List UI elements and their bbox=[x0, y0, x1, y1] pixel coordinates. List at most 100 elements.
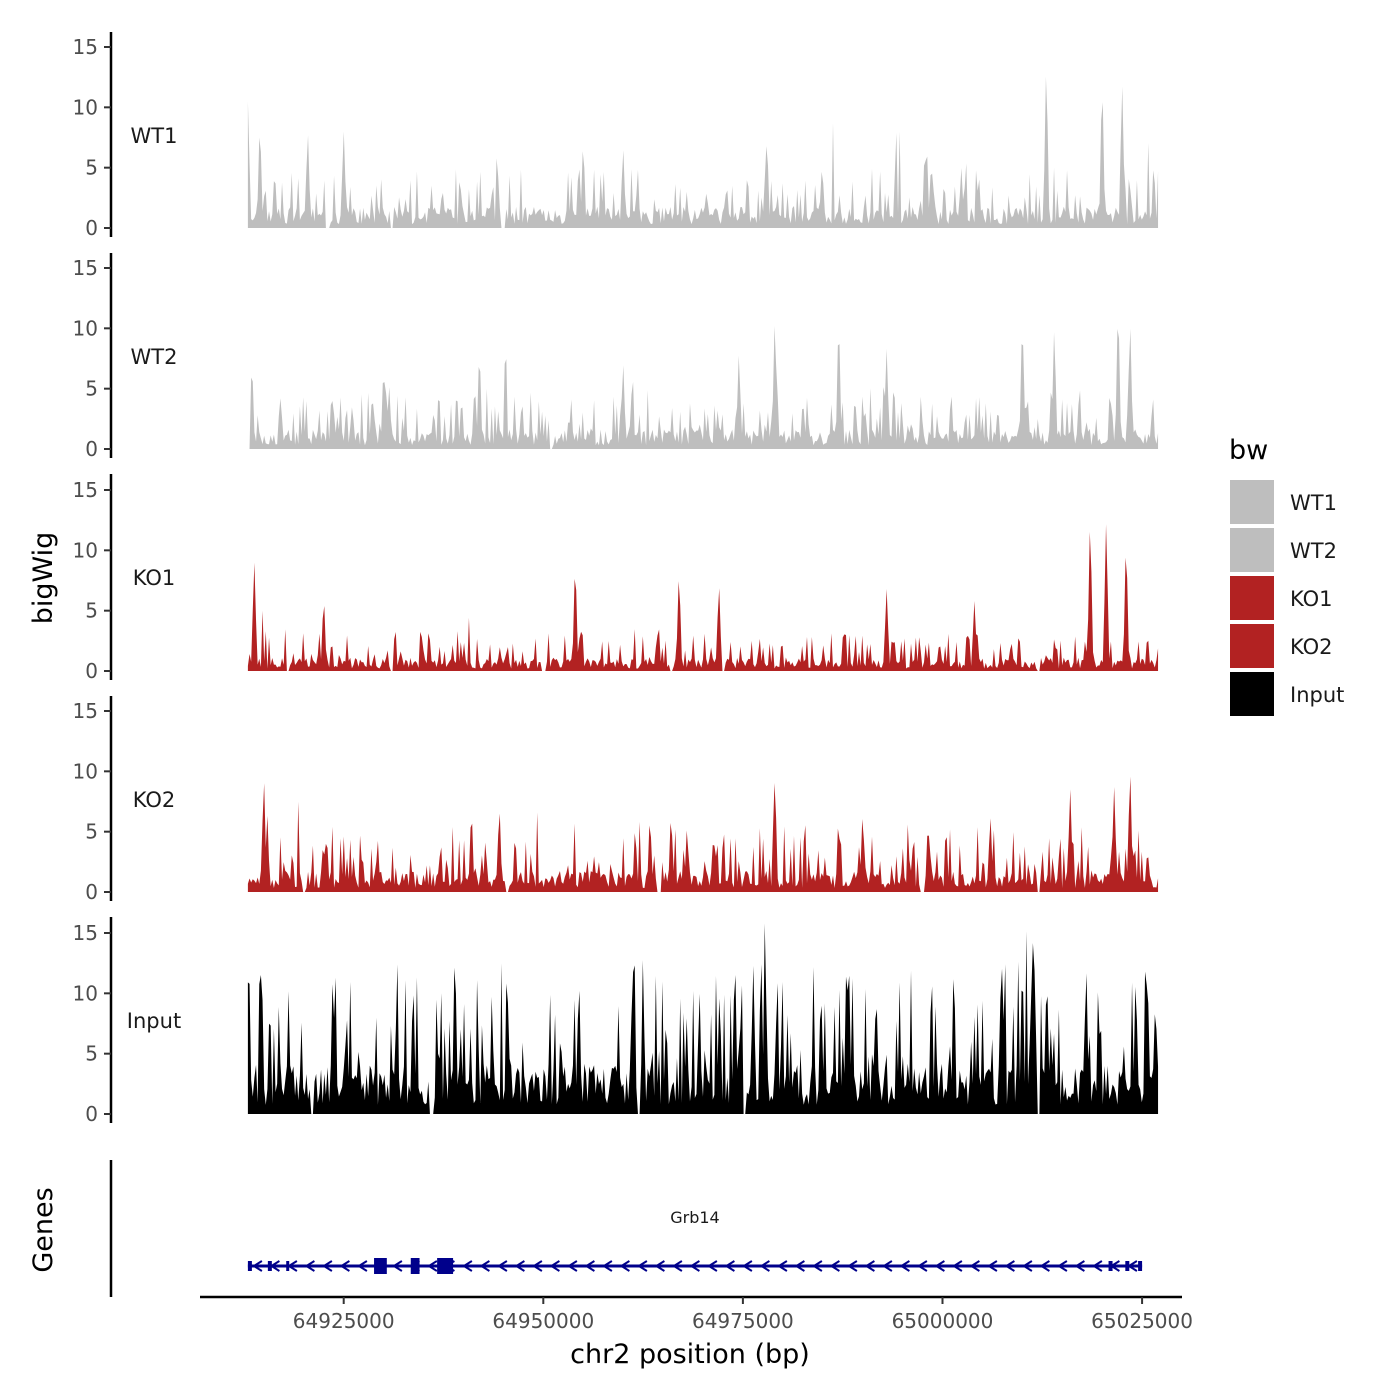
bigwig-tracks: 0 5 10 15 WT1 0 5 10 15 WT2 0 5 10 15 KO1 0 5 10 15 KO2 0 5 10… bbox=[73, 32, 1159, 1126]
signal-area-ko2 bbox=[247, 776, 1159, 892]
y-tick-label: 0 bbox=[85, 1102, 98, 1126]
strand-chevron bbox=[549, 1260, 560, 1272]
legend-label: KO2 bbox=[1290, 635, 1333, 659]
track-label: Input bbox=[127, 1009, 181, 1033]
legend-swatch bbox=[1230, 480, 1274, 524]
strand-chevron bbox=[304, 1260, 315, 1272]
y-tick-label: 0 bbox=[85, 659, 98, 683]
gene-exon bbox=[437, 1258, 454, 1274]
strand-chevron bbox=[829, 1260, 840, 1272]
y-tick-label: 0 bbox=[85, 437, 98, 461]
strand-chevron bbox=[1039, 1260, 1050, 1272]
y-tick-label: 0 bbox=[85, 216, 98, 240]
y-tick-label: 15 bbox=[73, 921, 98, 945]
track-label: WT1 bbox=[131, 124, 178, 148]
strand-chevron bbox=[1057, 1260, 1068, 1272]
x-tick-label: 65025000 bbox=[1091, 1309, 1193, 1333]
track-wt1: 0 5 10 15 WT1 bbox=[73, 32, 1159, 240]
signal-area-input bbox=[247, 923, 1159, 1114]
legend-label: WT1 bbox=[1290, 491, 1337, 515]
gene-exon bbox=[1108, 1261, 1113, 1271]
strand-chevron bbox=[934, 1260, 945, 1272]
strand-chevron bbox=[847, 1260, 858, 1272]
strand-chevron bbox=[952, 1260, 963, 1272]
gene-grb14: Grb14 bbox=[247, 1208, 1143, 1274]
strand-chevron bbox=[654, 1260, 665, 1272]
x-tick-label: 65000000 bbox=[892, 1309, 994, 1333]
strand-chevron bbox=[672, 1260, 683, 1272]
x-tick-label: 64950000 bbox=[492, 1309, 594, 1333]
track-label: KO2 bbox=[133, 788, 176, 812]
y-tick-label: 10 bbox=[73, 538, 98, 562]
legend-swatch bbox=[1230, 576, 1274, 620]
genes-panel: Genes Grb14 bbox=[28, 1160, 1143, 1297]
track-wt2: 0 5 10 15 WT2 bbox=[73, 253, 1159, 461]
legend: bw WT1 WT2 KO1 KO2 Input bbox=[1229, 435, 1344, 716]
strand-chevron bbox=[707, 1260, 718, 1272]
legend-title: bw bbox=[1229, 435, 1268, 466]
track-label: KO1 bbox=[133, 566, 176, 590]
strand-chevron bbox=[357, 1260, 368, 1272]
strand-chevron bbox=[514, 1260, 525, 1272]
strand-chevron bbox=[392, 1260, 403, 1272]
strand-chevron bbox=[532, 1260, 543, 1272]
strand-chevron bbox=[1022, 1260, 1033, 1272]
x-axis-ticks: 64925000 64950000 64975000 65000000 65025000 bbox=[293, 1297, 1193, 1333]
strand-chevron bbox=[1092, 1260, 1103, 1272]
y-tick-label: 15 bbox=[73, 35, 98, 59]
strand-chevron bbox=[777, 1260, 788, 1272]
x-tick-label: 64975000 bbox=[692, 1309, 794, 1333]
y-tick-label: 5 bbox=[85, 377, 98, 401]
y-tick-label: 15 bbox=[73, 699, 98, 723]
strand-chevron bbox=[322, 1260, 333, 1272]
gene-exon bbox=[247, 1261, 252, 1271]
legend-swatch bbox=[1230, 624, 1274, 668]
strand-chevron bbox=[462, 1260, 473, 1272]
strand-chevron bbox=[637, 1260, 648, 1272]
y-tick-label: 5 bbox=[85, 820, 98, 844]
y-axis-title: bigWig bbox=[28, 532, 59, 625]
legend-item-input: Input bbox=[1230, 672, 1344, 716]
track-ko1: 0 5 10 15 KO1 bbox=[73, 474, 1159, 683]
strand-chevron bbox=[567, 1260, 578, 1272]
strand-chevron bbox=[602, 1260, 613, 1272]
strand-chevron bbox=[812, 1260, 823, 1272]
legend-swatch bbox=[1230, 672, 1274, 716]
y-tick-label: 10 bbox=[73, 316, 98, 340]
strand-chevron bbox=[794, 1260, 805, 1272]
strand-chevron bbox=[427, 1260, 438, 1272]
track-input: 0 5 10 15 Input bbox=[73, 917, 1159, 1126]
strand-chevron bbox=[987, 1260, 998, 1272]
y-tick-label: 5 bbox=[85, 599, 98, 623]
strand-chevron bbox=[252, 1260, 263, 1272]
strand-chevron bbox=[689, 1260, 700, 1272]
y-tick-label: 15 bbox=[73, 256, 98, 280]
track-ko2: 0 5 10 15 KO2 bbox=[73, 696, 1159, 904]
signal-area-ko1 bbox=[247, 524, 1159, 671]
legend-label: KO1 bbox=[1290, 587, 1333, 611]
y-tick-label: 10 bbox=[73, 95, 98, 119]
x-tick-label: 64925000 bbox=[293, 1309, 395, 1333]
strand-chevron bbox=[619, 1260, 630, 1272]
gene-exon bbox=[267, 1261, 272, 1271]
legend-item-ko2: KO2 bbox=[1230, 624, 1333, 668]
strand-chevron bbox=[339, 1260, 350, 1272]
gene-exon bbox=[286, 1261, 290, 1271]
legend-item-ko1: KO1 bbox=[1230, 576, 1333, 620]
strand-chevron bbox=[759, 1260, 770, 1272]
x-axis: 64925000 64950000 64975000 65000000 65025000… bbox=[200, 1295, 1193, 1370]
strand-chevron bbox=[497, 1260, 508, 1272]
track-label: WT2 bbox=[131, 345, 178, 369]
gene-exon bbox=[410, 1258, 420, 1274]
gene-models: Grb14 bbox=[247, 1208, 1143, 1274]
strand-chevron bbox=[584, 1260, 595, 1272]
gene-exon bbox=[1138, 1261, 1143, 1271]
legend-swatch bbox=[1230, 528, 1274, 572]
legend-item-wt2: WT2 bbox=[1230, 528, 1337, 572]
strand-chevron bbox=[864, 1260, 875, 1272]
gene-exon bbox=[1125, 1261, 1130, 1271]
y-tick-label: 5 bbox=[85, 156, 98, 180]
strand-chevron bbox=[1074, 1260, 1085, 1272]
x-axis-title: chr2 position (bp) bbox=[570, 1339, 810, 1370]
